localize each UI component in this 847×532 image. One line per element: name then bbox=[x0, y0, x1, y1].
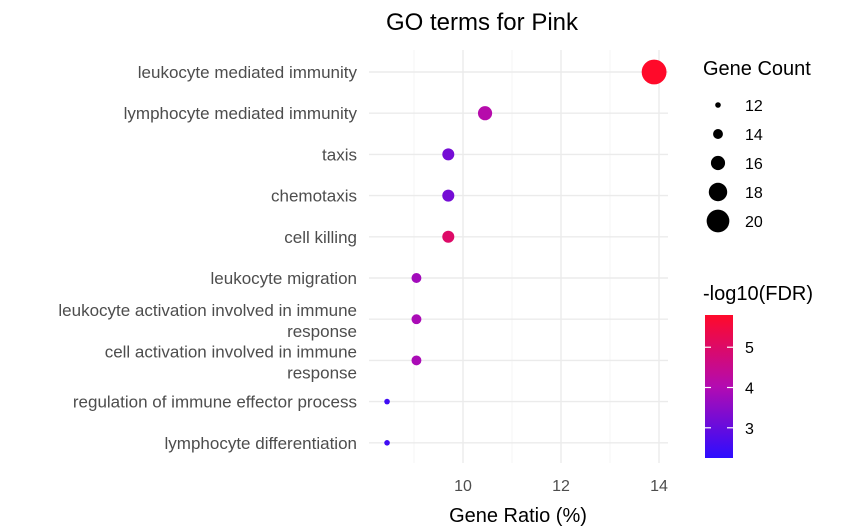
data-point bbox=[411, 273, 422, 283]
data-point bbox=[442, 189, 455, 202]
size-legend-label: 16 bbox=[745, 156, 763, 173]
size-legend-label: 18 bbox=[745, 185, 763, 202]
category-label: cell killing bbox=[284, 228, 357, 247]
category-label: leukocyte activation involved in immune r… bbox=[58, 301, 357, 341]
size-legend-key bbox=[715, 102, 721, 108]
color-legend-bar bbox=[705, 315, 733, 458]
category-label: chemotaxis bbox=[271, 187, 357, 206]
category-label-line: cell activation involved in immune bbox=[105, 342, 357, 361]
data-point bbox=[442, 230, 455, 243]
size-legend-label: 14 bbox=[745, 127, 763, 144]
chart-title: GO terms for Pink bbox=[386, 9, 579, 36]
category-label: leukocyte migration bbox=[211, 269, 357, 288]
x-tick-label: 10 bbox=[454, 478, 472, 495]
category-label: lymphocyte mediated immunity bbox=[124, 104, 358, 123]
category-label: leukocyte mediated immunity bbox=[138, 63, 358, 82]
category-label-line: response bbox=[287, 363, 357, 382]
category-labels: leukocyte mediated immunity lymphocyte me… bbox=[58, 63, 357, 453]
category-label-line: response bbox=[287, 322, 357, 341]
size-legend-key bbox=[706, 209, 730, 233]
size-legend-key bbox=[710, 155, 726, 171]
category-label-line: leukocyte activation involved in immune bbox=[58, 301, 357, 320]
data-point bbox=[442, 148, 455, 161]
data-point bbox=[384, 398, 390, 405]
data-point bbox=[411, 355, 422, 366]
size-legend: Gene Count 12 14 16 18 20 bbox=[703, 58, 811, 233]
data-points bbox=[384, 59, 667, 446]
x-tick-label: 14 bbox=[650, 478, 668, 495]
size-legend-key bbox=[708, 182, 728, 202]
size-legend-label: 12 bbox=[745, 98, 763, 115]
color-legend-label: 5 bbox=[745, 340, 754, 357]
x-tick-label: 12 bbox=[552, 478, 570, 495]
color-legend-label: 3 bbox=[745, 421, 754, 438]
size-legend-title: Gene Count bbox=[703, 58, 811, 80]
size-legend-key bbox=[713, 129, 723, 139]
color-legend-title: -log10(FDR) bbox=[703, 283, 813, 305]
category-label: regulation of immune effector process bbox=[73, 393, 357, 412]
size-legend-label: 20 bbox=[745, 214, 763, 231]
x-tick-labels: 10 12 14 bbox=[454, 478, 668, 495]
data-point bbox=[477, 106, 493, 121]
grid bbox=[369, 50, 668, 463]
data-point bbox=[641, 59, 667, 85]
color-legend-label: 4 bbox=[745, 381, 754, 398]
category-label: taxis bbox=[322, 145, 357, 164]
category-label: cell activation involved in immune respon… bbox=[105, 342, 357, 382]
category-label: lymphocyte differentiation bbox=[165, 434, 357, 453]
x-axis-title: Gene Ratio (%) bbox=[449, 505, 587, 527]
color-legend: -log10(FDR) 3 4 5 bbox=[703, 283, 813, 458]
data-point bbox=[411, 314, 422, 325]
data-point bbox=[384, 440, 390, 446]
